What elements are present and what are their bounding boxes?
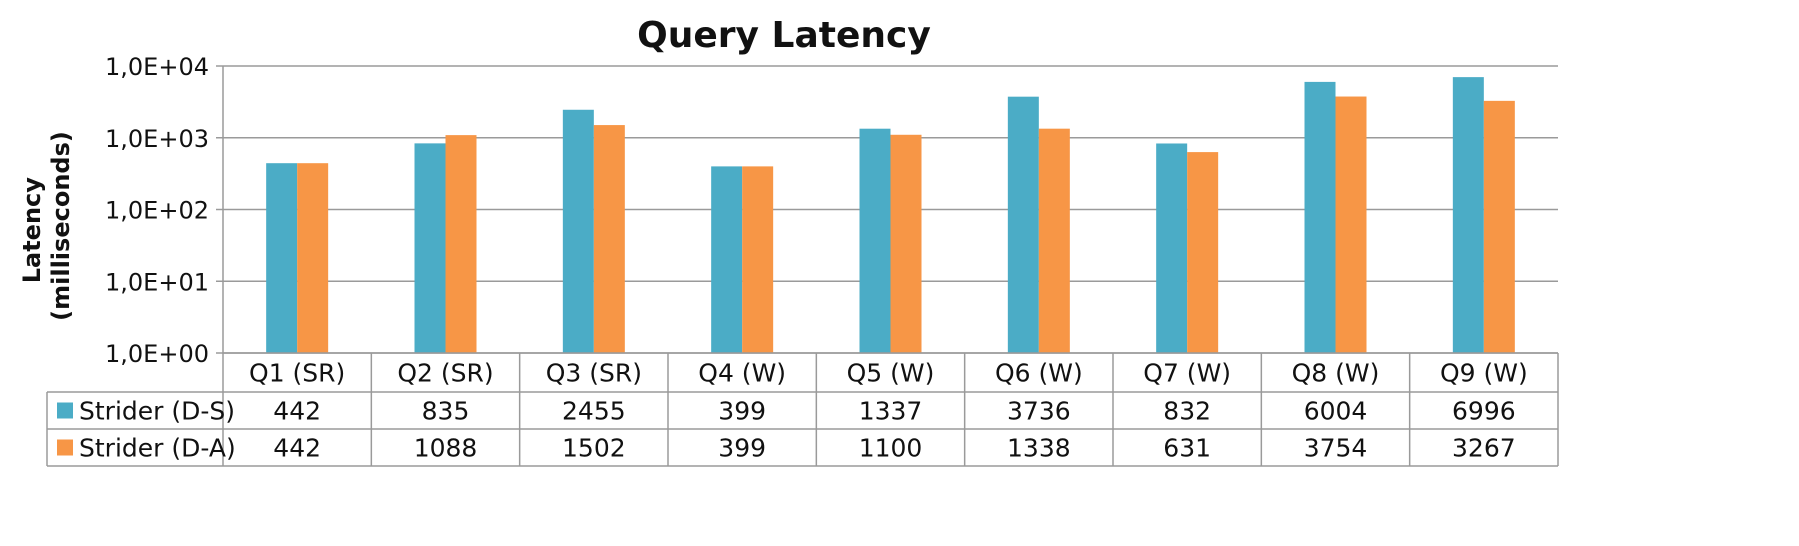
bar-strider-d-s [266,163,298,353]
table-cell-value: 1337 [859,397,923,426]
bar-strider-d-s [562,109,594,354]
bar-strider-d-a [1187,152,1219,353]
table-cell-value: 2455 [562,397,626,426]
y-axis-label-line-2: (milliseconds) [47,131,75,321]
table-cell-value: 1502 [562,434,626,463]
legend-label: Strider (D-A) [79,434,236,463]
y-tick-label: 1,0E+00 [105,340,209,368]
category-label: Q4 (W) [698,359,786,388]
y-axis-label-line-1: Latency [18,177,46,284]
y-tick-label: 1,0E+04 [105,53,209,81]
bar-strider-d-a [1335,96,1367,354]
table-cell-value: 3267 [1452,434,1516,463]
table-cell-value: 832 [1163,397,1211,426]
table-cell-value: 1338 [1007,434,1071,463]
chart-title: Query Latency [637,15,931,56]
bar-strider-d-s [859,128,891,353]
bar-strider-d-s [414,143,446,353]
legend-key-strider-d-a [57,439,73,456]
y-tick-label: 1,0E+01 [105,268,209,296]
category-label: Q8 (W) [1292,359,1380,388]
table-cell-value: 3736 [1007,397,1071,426]
bar-strider-d-a [297,163,329,353]
bar-strider-d-a [890,134,922,353]
bar-strider-d-s [1304,81,1336,353]
category-label: Q6 (W) [995,359,1083,388]
legend-key-strider-d-s [57,402,73,419]
table-cell-value: 399 [718,397,766,426]
bar-strider-d-a [742,166,774,353]
y-axis-label: Latency (milliseconds) [18,131,75,321]
table-cell-value: 442 [273,434,321,463]
table-cell-value: 1100 [859,434,923,463]
y-tick-label: 1,0E+03 [105,125,209,153]
y-tick-label: 1,0E+02 [105,197,209,225]
table-cell-value: 442 [273,397,321,426]
table-cell-value: 6996 [1452,397,1516,426]
y-axis-ticks: 1,0E+00 1,0E+01 1,0E+02 1,0E+03 1,0E+04 [105,53,209,368]
table-cell-value: 631 [1163,434,1211,463]
bar-strider-d-s [1452,77,1484,354]
bar-strider-d-a [593,125,625,353]
data-table: Q1 (SR) Q2 (SR) Q3 (SR) Q4 (W) Q5 (W) Q6 (W) Q… [46,352,1559,467]
bar-strider-d-s [711,166,743,353]
category-label: Q5 (W) [847,359,935,388]
category-label: Q3 (SR) [546,359,642,388]
table-cell-value: 835 [422,397,470,426]
category-label: Q7 (W) [1143,359,1231,388]
bar-strider-d-s [1007,96,1039,353]
legend-label: Strider (D-S) [79,397,235,426]
bars [266,77,1515,354]
category-label: Q1 (SR) [249,359,345,388]
bar-strider-d-a [1038,128,1070,353]
category-label: Q9 (W) [1440,359,1528,388]
category-label: Q2 (SR) [397,359,493,388]
table-cell-value: 6004 [1304,397,1368,426]
bar-strider-d-a [445,135,477,353]
bar-strider-d-s [1156,143,1188,353]
table-cell-value: 399 [718,434,766,463]
table-cell-value: 3754 [1304,434,1368,463]
bar-strider-d-a [1483,100,1515,353]
table-cell-value: 1088 [414,434,478,463]
